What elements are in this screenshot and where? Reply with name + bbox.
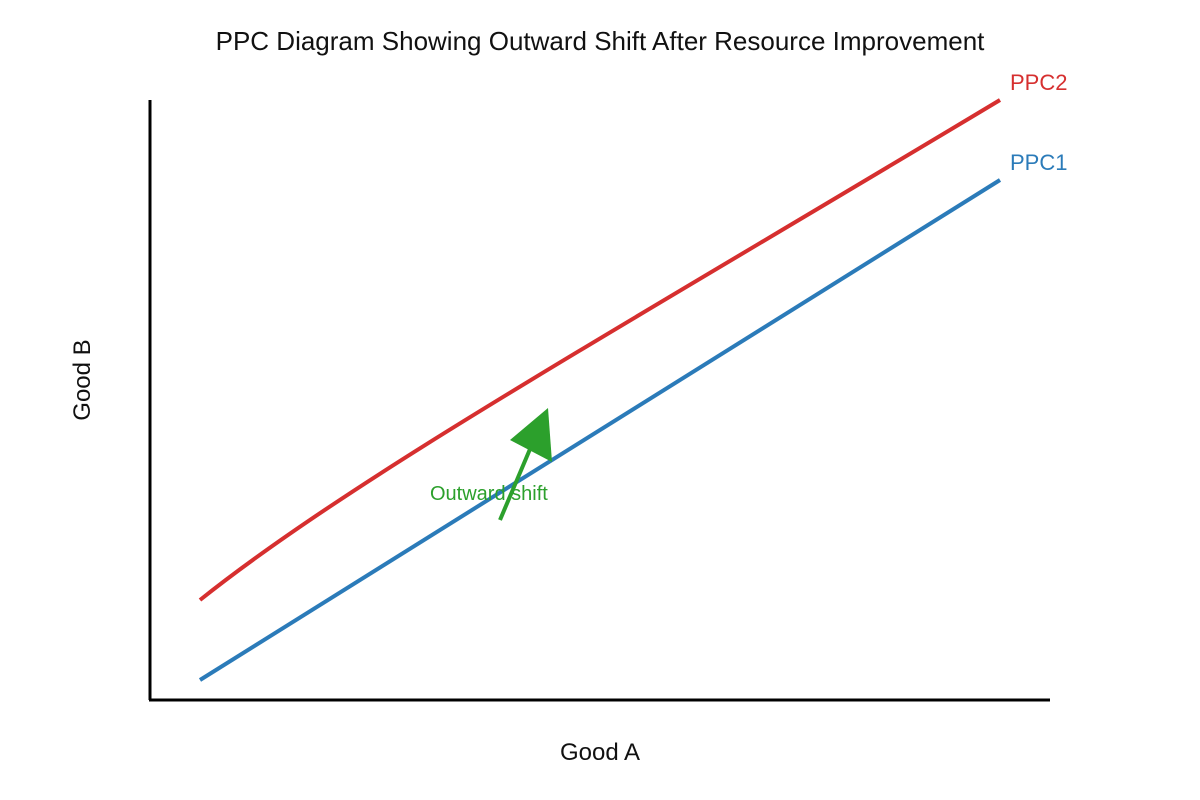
ppc2-curve bbox=[198, 98, 1002, 602]
outward-shift-arrow-head bbox=[510, 408, 552, 462]
diagram-title: PPC Diagram Showing Outward Shift After … bbox=[216, 26, 986, 56]
y-axis-label: Good B bbox=[69, 339, 96, 420]
outward-shift-arrow-shaft bbox=[498, 441, 535, 521]
outward-shift-label: Outward shift bbox=[430, 483, 548, 505]
ppc1-curve bbox=[198, 178, 1002, 682]
x-axis-label: Good A bbox=[560, 739, 640, 766]
ppc1-label: PPC1 bbox=[1010, 150, 1067, 175]
ppc2-label: PPC2 bbox=[1010, 70, 1067, 95]
